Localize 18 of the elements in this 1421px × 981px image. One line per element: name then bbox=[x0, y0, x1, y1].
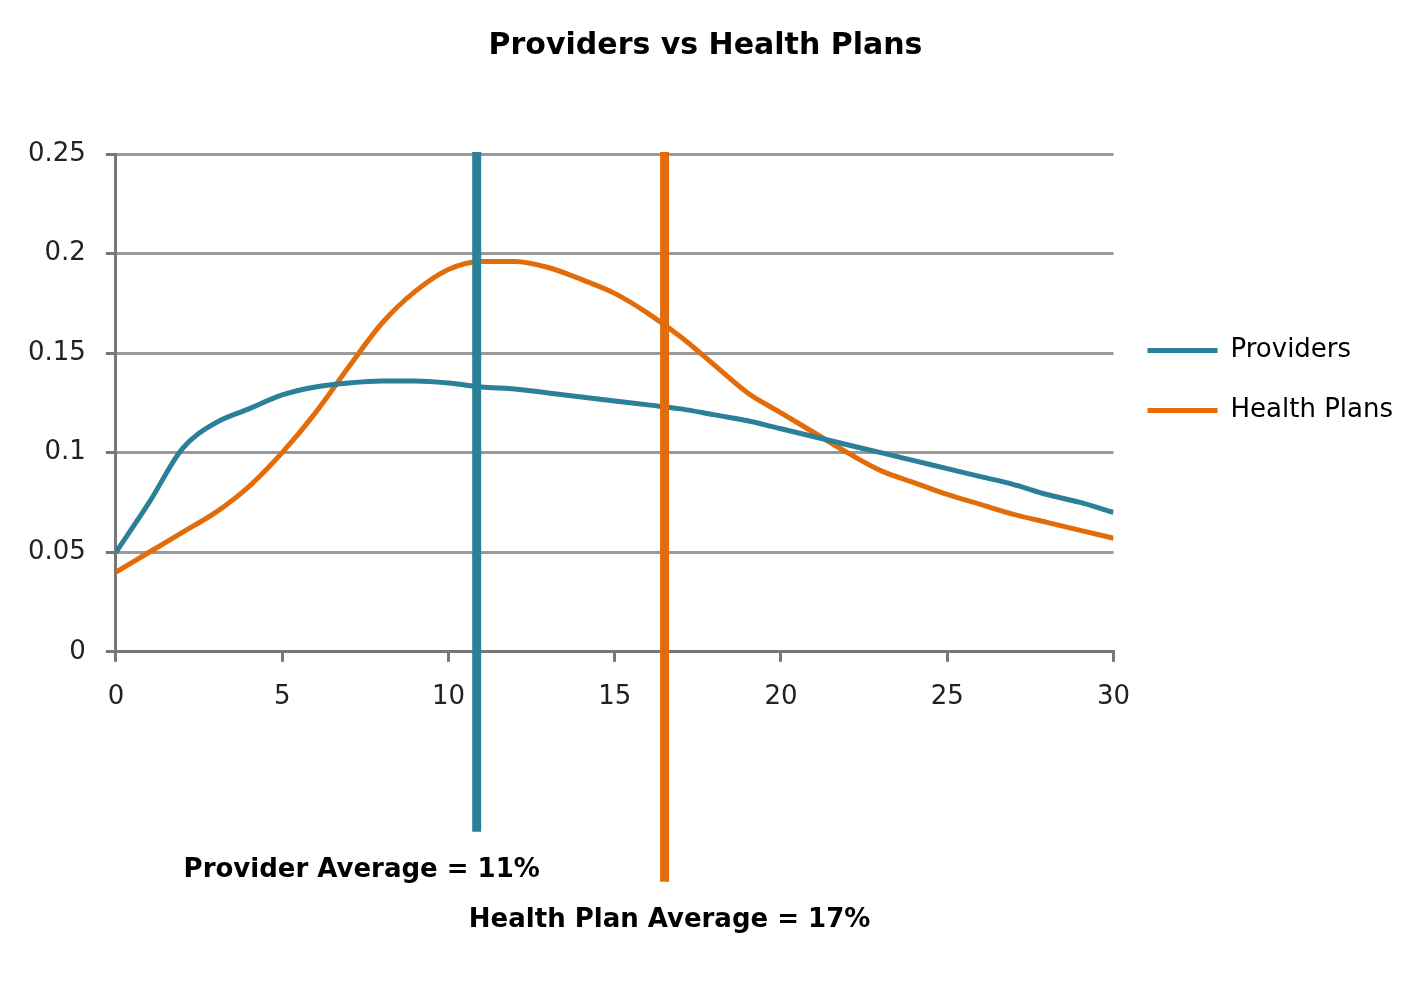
y-tick-label: 0.15 bbox=[28, 335, 86, 366]
x-tick-label: 10 bbox=[431, 680, 465, 711]
x-tick-label: 30 bbox=[1096, 680, 1131, 711]
y-tick-label: 0.2 bbox=[44, 236, 86, 267]
x-tick-label: 15 bbox=[598, 680, 632, 711]
y-tick-label: 0.05 bbox=[28, 534, 86, 565]
chart-title: Providers vs Health Plans bbox=[488, 25, 923, 61]
y-tick-label: 0.25 bbox=[28, 136, 86, 167]
y-tick-label: 0.1 bbox=[44, 435, 86, 466]
x-tick-label: 5 bbox=[273, 680, 291, 711]
legend-label: Providers bbox=[1230, 333, 1352, 364]
x-tick-label: 20 bbox=[764, 680, 798, 711]
x-tick-label: 0 bbox=[107, 680, 125, 711]
ref-line-label: Provider Average = 11% bbox=[183, 852, 540, 883]
legend-label: Health Plans bbox=[1230, 393, 1393, 424]
ref-line-label: Health Plan Average = 17% bbox=[468, 902, 871, 933]
x-tick-label: 25 bbox=[930, 680, 964, 711]
y-tick-label: 0 bbox=[69, 634, 86, 665]
